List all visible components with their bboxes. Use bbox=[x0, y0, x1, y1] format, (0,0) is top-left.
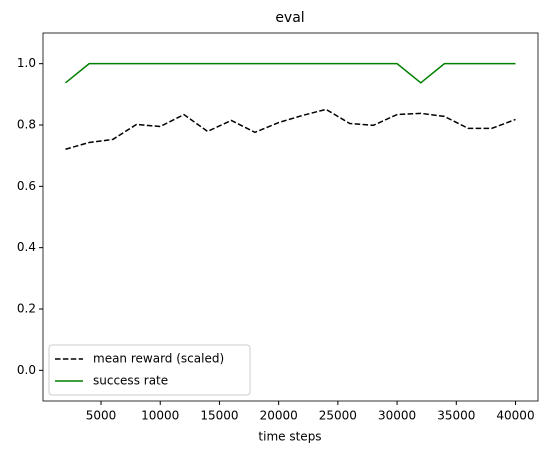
y-tick-label: 0.0 bbox=[17, 363, 36, 377]
x-axis-label: time steps bbox=[258, 430, 321, 444]
y-tick-label: 0.8 bbox=[17, 118, 36, 132]
legend-label: success rate bbox=[93, 374, 168, 388]
series-line bbox=[65, 108, 516, 150]
x-tick-label: 15000 bbox=[200, 409, 238, 423]
x-tick-label: 5000 bbox=[86, 409, 117, 423]
x-tick-label: 35000 bbox=[437, 409, 475, 423]
y-tick-label: 1.0 bbox=[17, 56, 36, 70]
y-tick-label: 0.6 bbox=[17, 179, 36, 193]
x-tick-label: 20000 bbox=[260, 409, 298, 423]
y-tick-label: 0.4 bbox=[17, 240, 36, 254]
x-tick-label: 10000 bbox=[141, 409, 179, 423]
x-tick-label: 25000 bbox=[319, 409, 357, 423]
y-tick-label: 0.2 bbox=[17, 302, 36, 316]
series-line bbox=[65, 62, 516, 84]
x-tick-label: 40000 bbox=[496, 409, 534, 423]
legend-box bbox=[48, 344, 251, 396]
plot-frame bbox=[42, 32, 539, 402]
x-tick-label: 30000 bbox=[378, 409, 416, 423]
legend-label: mean reward (scaled) bbox=[93, 352, 224, 366]
chart-title: eval bbox=[275, 10, 304, 26]
